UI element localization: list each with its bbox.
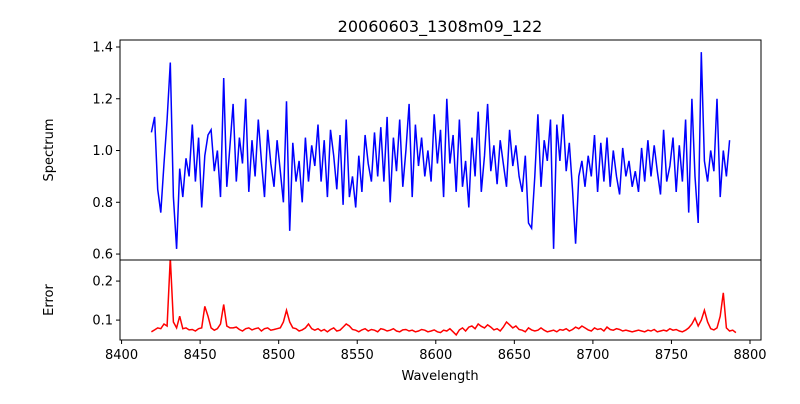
x-tick-label: 8700 — [576, 348, 609, 363]
chart-title: 20060603_1308m09_122 — [338, 17, 543, 37]
x-tick-label: 8550 — [341, 348, 374, 363]
x-tick-label: 8650 — [498, 348, 531, 363]
x-tick-label: 8500 — [262, 348, 295, 363]
spectrum-line — [150, 52, 731, 249]
y-tick-label: 0.8 — [92, 196, 113, 211]
error-axes: 0.1 0.2 8400 8450 8500 8550 8600 8650 8700 8750 88… — [92, 259, 767, 363]
x-tick-label: 8450 — [184, 348, 217, 363]
y-tick-label: 0.2 — [92, 275, 113, 290]
x-axis-label: Wavelength — [401, 369, 478, 384]
y-axis-label-error: Error — [42, 284, 57, 316]
y-tick-label: 0.6 — [92, 248, 113, 263]
x-tick-label: 8750 — [655, 348, 688, 363]
y-tick-label: 1.0 — [92, 144, 113, 159]
spectrum-axes: 0.6 0.8 1.0 1.2 1.4 — [92, 39, 762, 263]
axes-frame — [119, 259, 762, 341]
error-line — [151, 260, 737, 337]
y-axis-label-spectrum: Spectrum — [42, 119, 57, 182]
y-tick-label: 1.4 — [92, 40, 113, 55]
x-tick-label: 8600 — [419, 348, 452, 363]
x-tick-label: 8800 — [733, 348, 766, 363]
y-tick-label: 0.1 — [92, 314, 113, 329]
x-tick-label: 8400 — [105, 348, 138, 363]
y-tick-label: 1.2 — [92, 92, 113, 107]
